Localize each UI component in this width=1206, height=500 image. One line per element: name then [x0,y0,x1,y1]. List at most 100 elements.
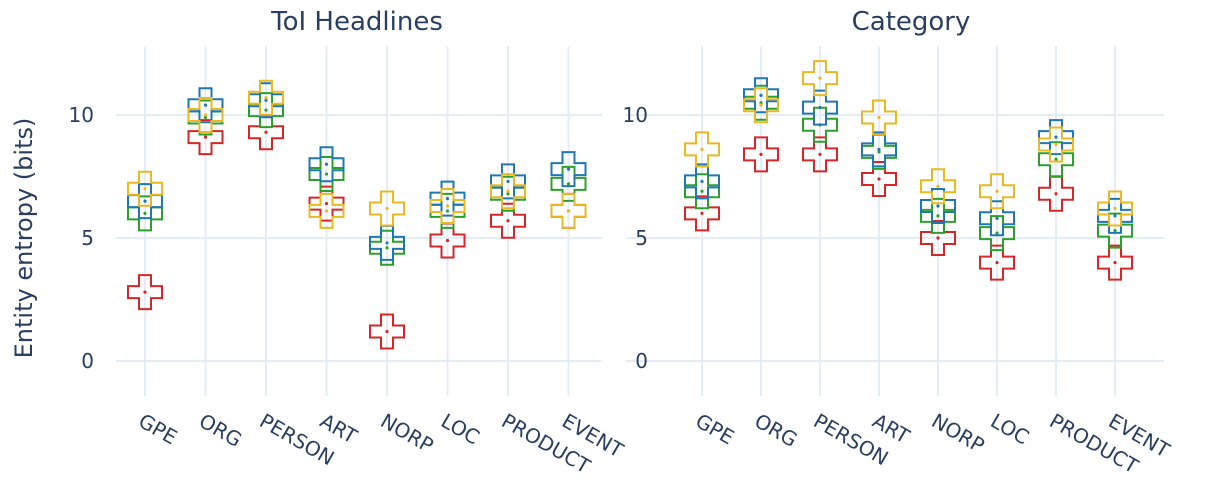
data-marker-center-blue [506,179,510,184]
data-marker-blue [979,200,1015,237]
x-tick-label: ORG [751,409,802,452]
data-marker-red [429,222,466,259]
data-marker-center-blue [203,103,208,107]
data-marker-center-red [877,177,881,181]
data-marker-yellow [550,192,587,229]
data-marker-center-blue [1054,135,1058,139]
data-marker-center-green [877,150,881,154]
data-marker-yellow [979,173,1015,210]
data-marker-red [1038,175,1074,212]
data-marker-center-yellow [936,184,940,188]
data-marker-red [743,136,779,173]
data-marker-center-yellow [818,76,822,80]
data-marker-yellow [369,190,405,227]
data-marker-center-green [759,101,763,105]
grid-lines [116,46,602,396]
y-tick-label: 5 [81,226,94,250]
data-marker-red [861,161,897,197]
data-marker-center-yellow [385,206,389,211]
data-marker-yellow [187,97,224,133]
data-marker-center-red [818,152,822,156]
data-marker-center-blue [995,216,999,220]
data-marker-center-blue [818,106,822,110]
data-marker-blue [369,224,405,261]
x-tick-label: NORP [928,409,989,458]
data-marker-center-red [143,290,147,294]
data-marker-yellow [490,173,526,210]
data-marker-yellow [920,168,956,205]
data-marker-center-blue [143,199,147,203]
data-marker-center-red [203,135,208,139]
data-marker-center-green [1054,157,1058,161]
data-marker-center-red [1113,261,1117,265]
data-marker-center-yellow [203,113,208,117]
data-marker-blue [550,151,587,188]
y-tick-label: 0 [81,349,94,373]
data-marker-center-yellow [566,209,571,213]
x-tick-label: LOC [987,409,1034,450]
data-marker-center-yellow [1113,206,1117,211]
data-markers [127,79,587,350]
data-marker-center-blue [1113,214,1117,218]
data-marker-center-red [324,201,329,206]
x-tick-label: ORG [195,409,246,452]
grid-lines [626,46,1164,396]
data-marker-yellow [743,87,779,124]
data-marker-center-green [1113,229,1117,233]
data-marker-blue [802,89,838,126]
data-marker-center-green [506,192,510,196]
data-marker-center-yellow [759,103,763,107]
data-marker-yellow [1038,126,1074,163]
x-tick-label: NORP [377,409,438,458]
data-marker-center-yellow [143,187,147,191]
data-marker-red [802,136,838,173]
x-tick-label: GPE [135,409,182,450]
data-marker-red [369,313,405,350]
data-marker-red [979,244,1015,281]
data-marker-center-blue [566,167,571,171]
y-tick-labels: 0 5 10 [623,103,648,373]
data-marker-center-green [995,231,999,235]
data-marker-center-blue [445,197,450,201]
data-marker-red [490,202,526,239]
data-marker-center-green [143,211,147,215]
x-tick-label: LOC [437,409,484,450]
data-marker-center-yellow [506,189,510,193]
data-marker-blue [861,131,897,168]
data-markers [684,60,1133,281]
y-axis-label: Entity entropy (bits) [10,118,38,359]
data-marker-center-red [1054,192,1058,196]
data-marker-center-blue [759,93,763,97]
data-marker-center-green [324,172,329,176]
data-marker-center-red [445,238,450,243]
data-marker-yellow [802,60,838,97]
data-marker-center-blue [700,179,704,184]
data-marker-center-yellow [1054,142,1058,147]
y-tick-labels: 0 5 10 [69,103,94,373]
panel-title: Category [852,7,971,37]
data-marker-center-yellow [700,147,704,152]
data-marker-center-red [385,329,389,334]
data-marker-yellow [684,131,720,168]
data-marker-center-green [700,189,704,193]
data-marker-center-blue [324,162,329,166]
data-marker-center-yellow [995,189,999,193]
data-marker-center-green [385,246,389,250]
data-marker-center-red [759,152,763,156]
data-marker-blue [308,146,345,183]
data-marker-center-green [936,214,940,218]
data-marker-center-green [566,182,571,186]
data-marker-center-red [700,211,704,215]
y-tick-label: 5 [635,226,648,250]
data-marker-center-yellow [445,204,450,208]
data-marker-center-blue [877,147,881,152]
panel-title: ToI Headlines [270,7,443,37]
data-marker-center-yellow [324,209,329,213]
data-marker-center-blue [936,204,940,208]
y-tick-label: 10 [623,103,648,127]
data-marker-red [1097,244,1133,281]
